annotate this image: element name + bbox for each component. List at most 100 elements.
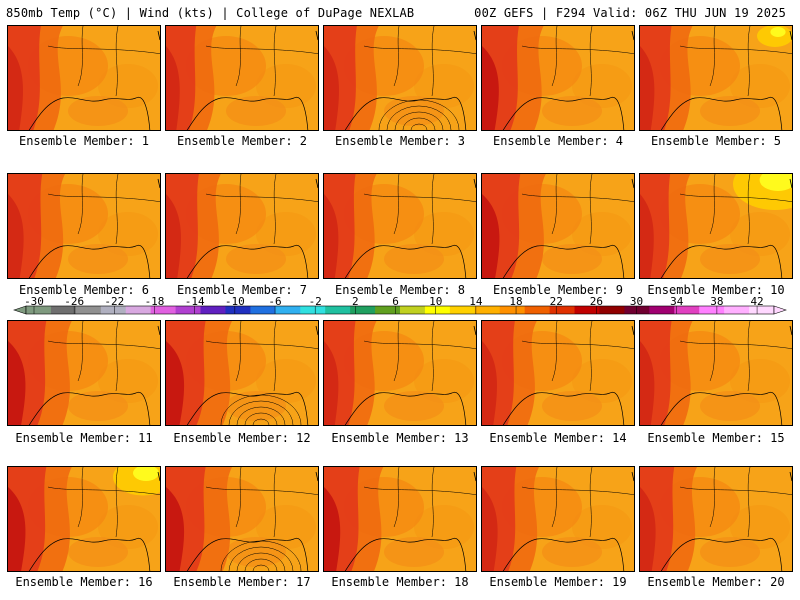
colorbar-swatch — [724, 306, 750, 314]
colorbar-swatch — [125, 306, 152, 314]
map-title: 850mb Temp (°C) | Wind (kts) | College o… — [6, 6, 415, 20]
colorbar-tick-label: -18 — [145, 295, 165, 308]
ensemble-member-map — [165, 466, 319, 572]
ensemble-member-map — [481, 466, 635, 572]
ensemble-member-map — [639, 466, 793, 572]
ensemble-member-label: Ensemble Member: 1 — [18, 134, 150, 148]
temperature-map-svg — [8, 26, 160, 130]
colorbar-swatch — [524, 306, 551, 314]
colorbar-swatch — [100, 306, 127, 314]
colorbar-tick-label: -30 — [24, 295, 44, 308]
colorbar-swatch — [26, 306, 52, 314]
colorbar-swatch — [624, 306, 650, 314]
ensemble-member-map — [323, 320, 477, 426]
ensemble-member-map — [323, 466, 477, 572]
colorbar-swatch — [574, 306, 600, 314]
colorbar-swatch — [699, 306, 725, 314]
colorbar-swatch — [300, 306, 326, 314]
colorbar-swatch — [599, 306, 625, 314]
ensemble-member-map — [323, 25, 477, 131]
colorbar-tick-label: 2 — [352, 295, 359, 308]
ensemble-member-map — [481, 173, 635, 279]
colorbar-swatch — [424, 306, 451, 314]
temperature-map-svg — [8, 467, 160, 571]
temperature-map-svg — [166, 467, 318, 571]
temperature-map-svg — [482, 321, 634, 425]
temperature-map-svg — [640, 174, 792, 278]
temperature-colorbar: -30 -26 -22 -18 -14 -10 -6 -2 2 6 10 14 18 22 26 30 34 38… — [13, 295, 787, 324]
temperature-map-svg — [8, 174, 160, 278]
colorbar-swatch — [200, 306, 226, 314]
colorbar-tick-label: -26 — [64, 295, 84, 308]
ensemble-member-map — [323, 173, 477, 279]
ensemble-member-label: Ensemble Member: 19 — [489, 575, 627, 589]
colorbar-tick-label: -14 — [185, 295, 205, 308]
colorbar-tick-label: 26 — [590, 295, 603, 308]
ensemble-member-map — [481, 25, 635, 131]
colorbar-swatch — [175, 306, 202, 314]
temperature-map-svg — [166, 321, 318, 425]
ensemble-member-label: Ensemble Member: 16 — [15, 575, 153, 589]
colorbar-swatch — [375, 306, 401, 314]
ensemble-member-map — [165, 25, 319, 131]
ensemble-member-label: Ensemble Member: 9 — [492, 283, 624, 297]
colorbar-svg: -30 -26 -22 -18 -14 -10 -6 -2 2 6 10 14 18 22 26 30 34 38… — [13, 295, 787, 315]
colorbar-tick-label: 14 — [469, 295, 483, 308]
ensemble-member-label: Ensemble Member: 20 — [647, 575, 785, 589]
colorbar-swatch — [499, 306, 526, 314]
colorbar-tick-label: 22 — [550, 295, 563, 308]
temperature-map-svg — [324, 321, 476, 425]
ensemble-member-map — [639, 320, 793, 426]
temperature-map-svg — [640, 321, 792, 425]
temperature-map-svg — [324, 174, 476, 278]
ensemble-member-map — [7, 466, 161, 572]
ensemble-member-label: Ensemble Member: 6 — [18, 283, 150, 297]
colorbar-swatch — [50, 306, 77, 314]
colorbar-tick-label: -10 — [225, 295, 245, 308]
temperature-map-svg — [640, 26, 792, 130]
ensemble-member-label: Ensemble Member: 14 — [489, 431, 627, 445]
colorbar-swatch — [474, 306, 501, 314]
colorbar-swatch — [749, 306, 775, 314]
temperature-map-svg — [482, 26, 634, 130]
temperature-map-svg — [166, 26, 318, 130]
colorbar-tick-label: 6 — [392, 295, 399, 308]
ensemble-member-map — [639, 25, 793, 131]
ensemble-member-label: Ensemble Member: 2 — [176, 134, 308, 148]
ensemble-member-label: Ensemble Member: 17 — [173, 575, 311, 589]
colorbar-tick-label: 42 — [750, 295, 763, 308]
temperature-map-svg — [482, 174, 634, 278]
ensemble-member-map — [639, 173, 793, 279]
colorbar-tick-label: 38 — [710, 295, 723, 308]
temperature-map-svg — [166, 174, 318, 278]
colorbar-tick-label: -22 — [104, 295, 124, 308]
ensemble-member-label: Ensemble Member: 10 — [647, 283, 785, 297]
colorbar-swatch — [150, 306, 177, 314]
run-valid-time: 00Z GEFS | F294 Valid: 06Z THU JUN 19 20… — [474, 6, 786, 20]
ensemble-member-label: Ensemble Member: 13 — [331, 431, 469, 445]
colorbar-swatch — [549, 306, 576, 314]
colorbar-swatch — [674, 306, 700, 314]
ensemble-member-label: Ensemble Member: 3 — [334, 134, 466, 148]
colorbar-swatch — [649, 306, 675, 314]
ensemble-member-label: Ensemble Member: 11 — [15, 431, 153, 445]
colorbar-swatch — [350, 306, 376, 314]
ensemble-member-label: Ensemble Member: 15 — [647, 431, 785, 445]
colorbar-tick-label: 10 — [429, 295, 442, 308]
colorbar-swatch — [75, 306, 102, 314]
ensemble-member-label: Ensemble Member: 5 — [650, 134, 782, 148]
ensemble-member-map — [7, 320, 161, 426]
temperature-map-svg — [324, 26, 476, 130]
colorbar-swatch — [225, 306, 251, 314]
colorbar-tick-label: 34 — [670, 295, 684, 308]
ensemble-member-map — [7, 25, 161, 131]
ensemble-member-label: Ensemble Member: 8 — [334, 283, 466, 297]
ensemble-member-map — [481, 320, 635, 426]
colorbar-swatch — [325, 306, 351, 314]
colorbar-swatch — [400, 306, 426, 314]
colorbar-swatch — [275, 306, 301, 314]
colorbar-swatch — [449, 306, 476, 314]
temperature-map-svg — [482, 467, 634, 571]
colorbar-tick-label: 18 — [509, 295, 522, 308]
temperature-map-svg — [8, 321, 160, 425]
